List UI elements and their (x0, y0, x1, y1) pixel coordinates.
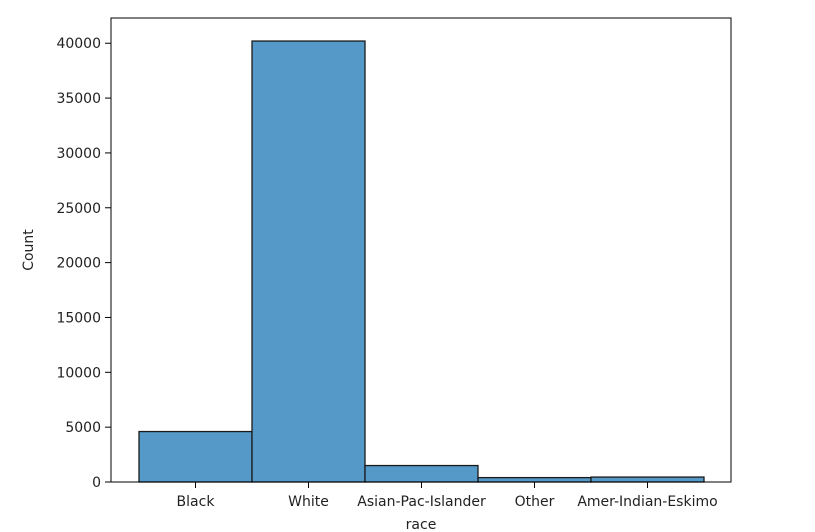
x-tick-label: Asian-Pac-Islander (357, 494, 486, 510)
x-axis: Black White Asian-Pac-Islander Other Amer-In… (177, 482, 718, 510)
y-tick-label: 15000 (56, 310, 101, 326)
bar-amer-indian-eskimo (590, 476, 705, 483)
y-tick-label: 25000 (56, 201, 101, 217)
y-tick-label: 40000 (56, 36, 101, 52)
x-tick-label: Amer-Indian-Eskimo (577, 494, 717, 510)
plot-area-frame (110, 17, 732, 483)
y-tick-label: 20000 (56, 256, 101, 272)
y-tick-label: 10000 (56, 365, 101, 381)
x-tick-label: Black (177, 494, 216, 510)
x-tick-label: White (288, 494, 329, 510)
bar-white (251, 40, 366, 483)
bar-other (477, 476, 592, 483)
y-tick-label: 5000 (65, 420, 101, 436)
bars-group (138, 40, 705, 483)
y-tick-label: 30000 (56, 146, 101, 162)
y-tick-label: 0 (92, 475, 101, 491)
y-axis-label: Count (21, 229, 37, 271)
bar-black (138, 430, 253, 483)
y-tick-label: 35000 (56, 91, 101, 107)
bar-asian-pac-islander (364, 464, 479, 483)
x-tick-label: Other (515, 494, 555, 510)
x-axis-label: race (406, 517, 437, 532)
y-axis: 0 5000 10000 15000 20000 25000 30000 35000 40000 (56, 36, 111, 491)
